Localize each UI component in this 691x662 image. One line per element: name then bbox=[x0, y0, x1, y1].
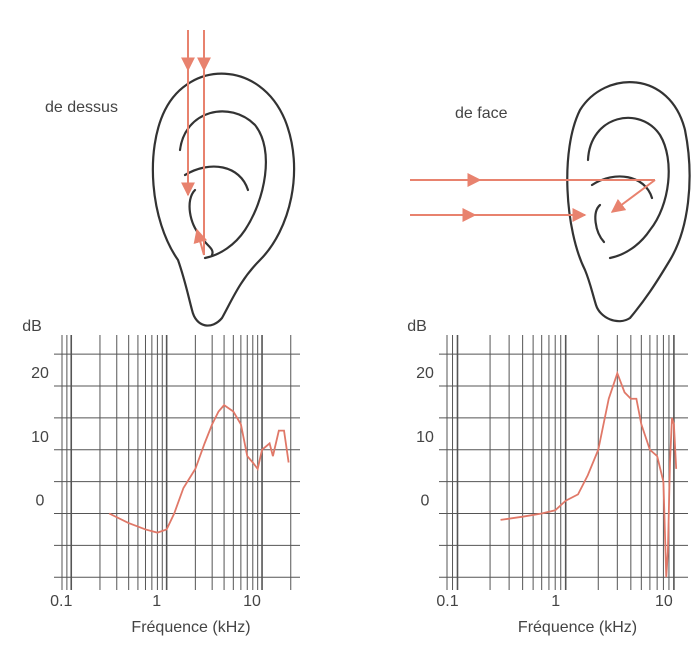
x-tick-label: 1 bbox=[551, 593, 560, 610]
x-tick-label: 0.1 bbox=[436, 593, 458, 610]
y-axis-label: dB bbox=[407, 318, 427, 335]
x-tick-label: 1 bbox=[152, 593, 161, 610]
ear-drawing-front bbox=[410, 81, 691, 323]
y-tick-label: 10 bbox=[31, 429, 49, 446]
ear-drawing-top bbox=[151, 30, 296, 327]
y-tick-label: 20 bbox=[31, 365, 49, 382]
panel-title: de face bbox=[455, 105, 508, 122]
x-tick-label: 10 bbox=[243, 593, 261, 610]
y-tick-label: 0 bbox=[421, 493, 430, 510]
x-tick-label: 0.1 bbox=[50, 593, 72, 610]
panel-title: de dessus bbox=[45, 99, 118, 116]
x-tick-label: 10 bbox=[655, 593, 673, 610]
data-line bbox=[500, 370, 678, 578]
data-line bbox=[108, 403, 290, 534]
x-axis-label: Fréquence (kHz) bbox=[518, 619, 637, 636]
x-axis-label: Fréquence (kHz) bbox=[131, 619, 250, 636]
y-tick-label: 10 bbox=[416, 429, 434, 446]
y-tick-label: 20 bbox=[416, 365, 434, 382]
y-axis-label: dB bbox=[22, 318, 42, 335]
y-tick-label: 0 bbox=[36, 493, 45, 510]
